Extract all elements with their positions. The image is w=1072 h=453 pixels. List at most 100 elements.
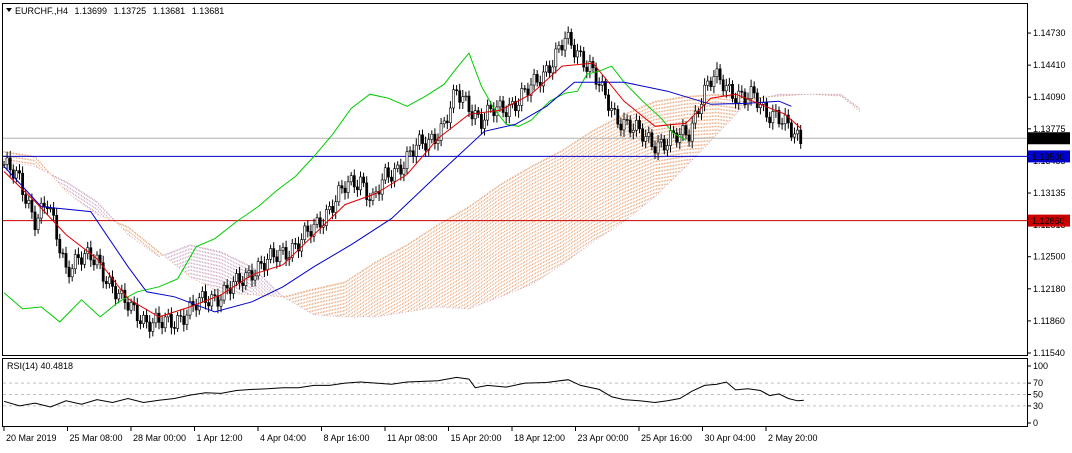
candle-body (359, 176, 362, 191)
candle-body (718, 68, 722, 81)
candle-body (681, 125, 685, 135)
candle-body (665, 145, 669, 151)
candle-body (554, 48, 558, 68)
candle-body (355, 186, 359, 191)
candle-body (380, 179, 384, 195)
candle-body (560, 45, 564, 51)
candle-body (284, 247, 288, 260)
candle-body (362, 176, 366, 184)
candle-body (489, 104, 493, 109)
candle-body (517, 105, 521, 112)
candle-body (148, 321, 152, 332)
candle-body (411, 150, 415, 157)
candle-body (117, 293, 121, 300)
candle-body (108, 276, 111, 284)
candle-body (114, 286, 118, 300)
candle-body (5, 157, 9, 165)
candle-body (545, 65, 548, 73)
rsi-panel-frame (2, 358, 1028, 427)
price-level-lines (3, 137, 1027, 222)
candle-body (706, 80, 710, 86)
candle-body (793, 133, 796, 138)
candle-body (498, 100, 502, 108)
candle-body (427, 139, 431, 151)
support-line-tag-label: 1.13500 (1032, 152, 1065, 162)
candle-body (111, 276, 114, 287)
price-axis-label: 1.11540 (1033, 348, 1065, 358)
candle-body (61, 252, 65, 255)
candle-body (669, 130, 672, 146)
candle-body (188, 301, 192, 316)
candle-body (135, 304, 139, 322)
candle-body (18, 170, 21, 174)
current-price-tag-label: 1.13681 (1032, 134, 1065, 144)
candle-body (15, 170, 18, 179)
candle-body (256, 261, 260, 277)
tenkan-sen-line (3, 62, 802, 318)
price-axis-label: 1.11860 (1033, 316, 1065, 326)
candle-body (92, 259, 96, 266)
candle-body (36, 217, 40, 230)
candle-body (269, 248, 273, 260)
candle-body (238, 273, 242, 284)
candle-body (83, 253, 87, 265)
candle-body (151, 322, 155, 332)
candle-body (8, 157, 12, 171)
candle-body (104, 280, 108, 284)
candle-body (77, 254, 80, 259)
candle-body (600, 81, 604, 86)
time-axis-label: 25 Apr 16:00 (641, 433, 692, 443)
candle-body (2, 164, 6, 166)
resistance-line-tag-label: 1.12860 (1032, 216, 1065, 226)
candle-body (101, 262, 105, 282)
candle-body (365, 182, 369, 200)
candle-body (55, 215, 59, 240)
price-axis-label: 1.14410 (1033, 60, 1066, 70)
candle-body (225, 285, 229, 289)
candle-body (24, 194, 28, 204)
time-axis-label: 1 Apr 12:00 (197, 433, 243, 443)
candle-body (396, 164, 400, 169)
rsi-axis-label: 70 (1033, 378, 1043, 388)
senkou-span-b-line (3, 93, 860, 318)
candle-body (216, 295, 220, 307)
candle-body (424, 143, 428, 151)
candle-body (166, 314, 170, 318)
candle-body (452, 89, 455, 109)
candle-body (204, 291, 207, 303)
candle-body (129, 302, 133, 311)
candle-body (532, 74, 536, 86)
candle-body (160, 322, 164, 329)
candle-body (796, 129, 800, 135)
candle-body (786, 114, 790, 124)
candle-body (219, 299, 223, 307)
candle-body (501, 100, 505, 113)
candle-body (579, 50, 583, 52)
dropdown-triangle-icon[interactable] (6, 8, 12, 12)
candle-body (693, 110, 697, 124)
candle-body (613, 108, 617, 110)
candle-body (771, 111, 775, 124)
candle-body (483, 119, 486, 129)
candle-body (678, 134, 682, 143)
candle-body (650, 132, 654, 147)
candle-body (247, 270, 251, 274)
time-axis-label: 11 Apr 08:00 (387, 433, 437, 443)
candle-body (49, 207, 52, 210)
time-axis-label: 8 Apr 16:00 (324, 433, 370, 443)
candle-body (201, 291, 204, 299)
candle-body (529, 84, 533, 96)
candle-body (64, 253, 68, 268)
candle-body (740, 90, 744, 93)
current-price-tag (1028, 132, 1070, 145)
candle-body (520, 88, 524, 106)
chikou-span-line (3, 52, 687, 323)
candle-body (253, 275, 257, 281)
time-axis-label: 23 Apr 00:00 (578, 433, 629, 443)
time-axis-label: 25 Mar 08:00 (70, 433, 123, 443)
candle-body (27, 200, 31, 204)
candle-body (628, 119, 632, 133)
candle-body (566, 32, 570, 39)
candle-body (458, 90, 462, 103)
